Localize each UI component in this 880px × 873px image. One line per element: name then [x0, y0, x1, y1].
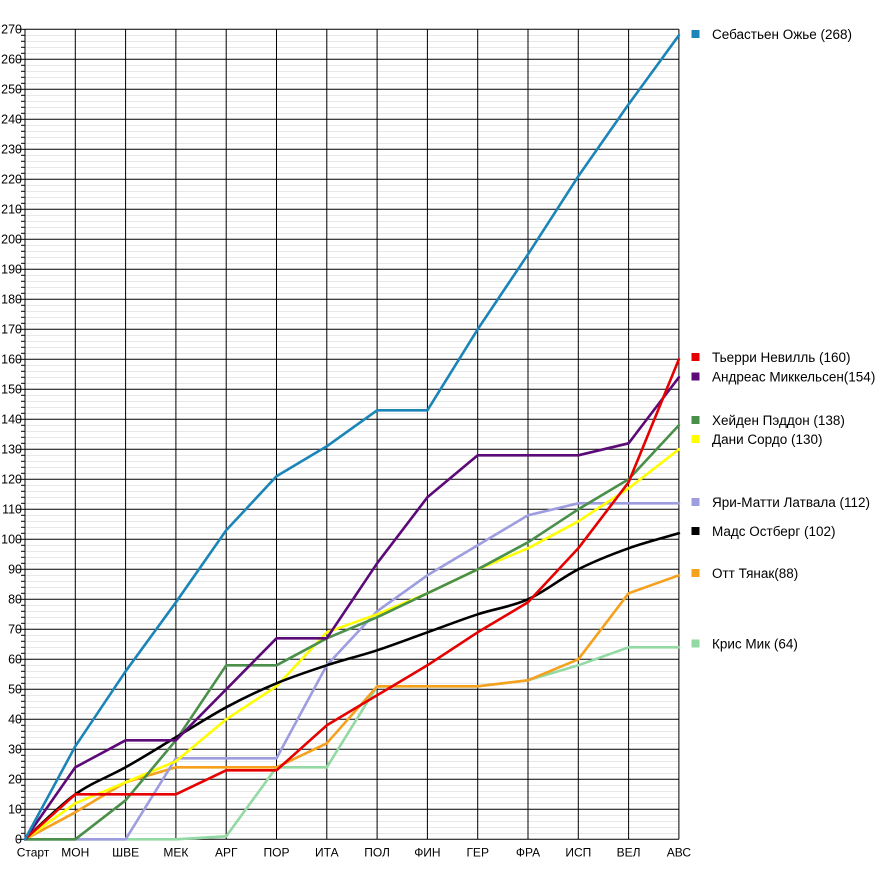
- svg-text:80: 80: [8, 592, 22, 606]
- svg-text:ИСП: ИСП: [565, 845, 591, 859]
- svg-text:10: 10: [8, 802, 22, 816]
- svg-text:Себастьен Ожье (268): Себастьен Ожье (268): [712, 27, 852, 42]
- svg-text:190: 190: [1, 262, 22, 276]
- svg-text:100: 100: [1, 532, 22, 546]
- svg-text:Яри-Матти Латвала (112): Яри-Матти Латвала (112): [712, 495, 870, 510]
- svg-text:230: 230: [1, 142, 22, 156]
- svg-text:150: 150: [1, 382, 22, 396]
- svg-text:260: 260: [1, 52, 22, 66]
- svg-text:110: 110: [2, 502, 22, 516]
- svg-text:210: 210: [1, 202, 22, 216]
- svg-text:ШВЕ: ШВЕ: [112, 845, 139, 859]
- svg-text:140: 140: [1, 412, 22, 426]
- svg-text:120: 120: [1, 472, 22, 486]
- svg-text:Тьерри Невилль (160): Тьерри Невилль (160): [712, 350, 851, 365]
- svg-text:АРГ: АРГ: [215, 845, 238, 859]
- svg-text:ГЕР: ГЕР: [466, 845, 489, 859]
- svg-text:220: 220: [1, 172, 22, 186]
- svg-text:ПОР: ПОР: [264, 845, 290, 859]
- svg-text:ВЕЛ: ВЕЛ: [617, 845, 641, 859]
- svg-text:ФИН: ФИН: [414, 845, 440, 859]
- svg-text:Дани Сордо (130): Дани Сордо (130): [712, 432, 823, 447]
- svg-text:30: 30: [8, 742, 22, 756]
- svg-text:40: 40: [8, 712, 22, 726]
- svg-text:50: 50: [8, 682, 22, 696]
- svg-text:ПОЛ: ПОЛ: [364, 845, 390, 859]
- svg-text:60: 60: [8, 652, 22, 666]
- svg-text:МОН: МОН: [61, 845, 89, 859]
- svg-text:ИТА: ИТА: [315, 845, 339, 859]
- svg-text:240: 240: [1, 112, 22, 126]
- svg-text:ФРА: ФРА: [516, 845, 540, 859]
- svg-text:МЕК: МЕК: [163, 845, 188, 859]
- svg-text:Отт Тянак(88): Отт Тянак(88): [712, 566, 798, 581]
- svg-text:70: 70: [8, 622, 22, 636]
- svg-text:200: 200: [1, 232, 22, 246]
- svg-text:Андреас Миккельсен(154): Андреас Миккельсен(154): [712, 370, 875, 385]
- svg-text:Мадс Остберг (102): Мадс Остберг (102): [712, 524, 836, 539]
- svg-text:20: 20: [8, 772, 22, 786]
- svg-text:Старт: Старт: [17, 845, 50, 859]
- svg-text:250: 250: [1, 82, 22, 96]
- svg-text:270: 270: [1, 22, 22, 36]
- svg-text:160: 160: [1, 352, 22, 366]
- svg-text:130: 130: [1, 442, 22, 456]
- svg-text:170: 170: [1, 322, 22, 336]
- svg-text:Хейден Пэддон (138): Хейден Пэддон (138): [712, 413, 845, 428]
- svg-text:180: 180: [1, 292, 22, 306]
- svg-text:АВС: АВС: [667, 845, 692, 859]
- svg-text:0: 0: [15, 832, 22, 846]
- svg-text:Крис Мик (64): Крис Мик (64): [712, 637, 798, 652]
- svg-text:90: 90: [8, 562, 22, 576]
